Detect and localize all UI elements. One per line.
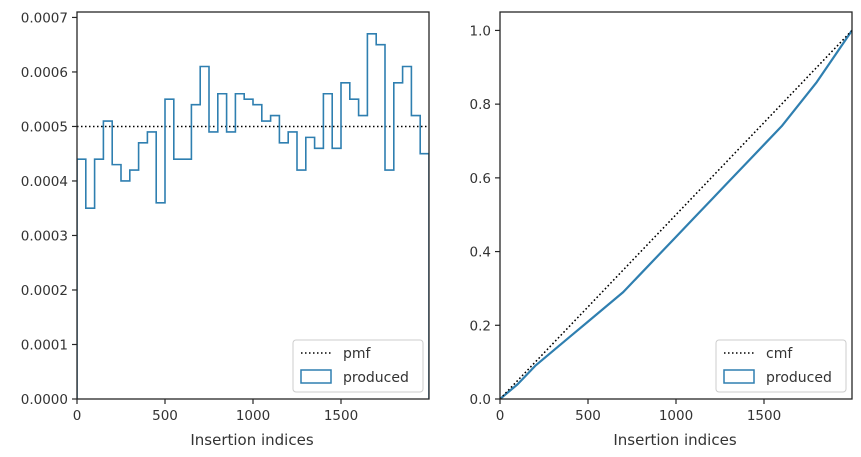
cmf-x-tick-label: 500 — [575, 408, 601, 424]
pmf-legend-produced-swatch — [300, 369, 332, 384]
cmf-x-tick-label: 1000 — [659, 408, 693, 424]
pmf-y-tick-label: 0.0005 — [21, 119, 68, 135]
cmf-x-tick-label: 1500 — [747, 408, 781, 424]
pmf-y-ticks: 0.0000 0.0001 0.0002 0.0003 0.0004 0.0005 0.00… — [21, 10, 77, 408]
cmf-y-tick-label: 0.2 — [470, 318, 491, 334]
cmf-y-ticks: 0.0 0.2 0.4 0.6 0.8 1.0 — [470, 23, 500, 408]
pmf-x-tick-label: 500 — [152, 408, 178, 424]
pmf-x-ticks: 0 500 1000 1500 — [73, 399, 358, 424]
pmf-x-axis-title: Insertion indices — [190, 431, 313, 449]
cmf-legend-produced-swatch — [723, 369, 755, 384]
cmf-reference-line-overlay — [500, 30, 852, 399]
pmf-legend-produced-label: produced — [343, 370, 409, 386]
cmf-legend: cmf produced — [715, 339, 847, 393]
cmf-x-axis-title: Insertion indices — [613, 431, 736, 449]
pmf-legend-pmf-label: pmf — [343, 346, 372, 362]
pmf-y-tick-label: 0.0000 — [21, 392, 68, 408]
pmf-y-tick-label: 0.0006 — [21, 65, 68, 81]
pmf-y-tick-label: 0.0007 — [21, 10, 68, 26]
pmf-chart: 0 500 1000 1500 0.00000.00010.00020.00030.0… — [21, 10, 430, 449]
cmf-y-tick-label: 0.0 — [470, 392, 491, 408]
cmf-y-tick-label: 0.8 — [470, 97, 491, 113]
cmf-produced-series — [500, 29, 852, 399]
pmf-y-tick-label: 0.0001 — [21, 337, 68, 353]
cmf-y-tick-label: 1.0 — [470, 23, 491, 39]
cmf-x-tick-label: 0 — [496, 408, 505, 424]
pmf-y-tick-label: 0.0004 — [21, 174, 68, 190]
pmf-legend: pmf produced — [292, 339, 424, 393]
pmf-produced-series — [77, 33, 429, 399]
pmf-x-tick-label: 1000 — [236, 408, 270, 424]
cmf-legend-produced-label: produced — [766, 370, 832, 386]
cmf-y-tick-label: 0.4 — [470, 245, 491, 261]
cmf-legend-cmf-label: cmf — [766, 346, 793, 362]
pmf-y-tick-label: 0.0003 — [21, 228, 68, 244]
cmf-x-ticks: 0 500 1000 1500 — [496, 399, 781, 424]
pmf-y-tick-label: 0.0002 — [21, 283, 68, 299]
pmf-x-tick-label: 0 — [73, 408, 82, 424]
pmf-x-tick-label: 1500 — [324, 408, 358, 424]
cmf-chart: 0 500 1000 1500 0.0 0.2 0.4 0.6 0.8 1.0 Insertio… — [470, 11, 853, 449]
cmf-y-tick-label: 0.6 — [470, 171, 491, 187]
